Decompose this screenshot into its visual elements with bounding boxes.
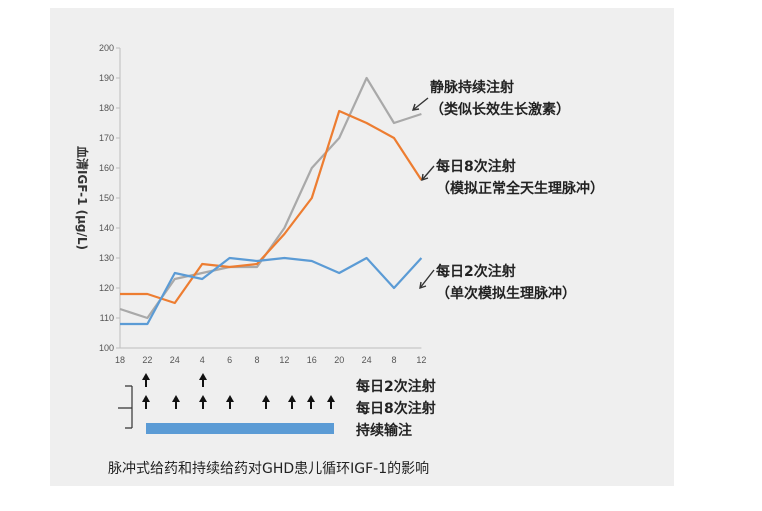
x-tick-label: 16 bbox=[307, 355, 317, 365]
y-tick-label: 170 bbox=[99, 133, 114, 143]
x-tick-label: 12 bbox=[416, 355, 426, 365]
arrowhead-iv bbox=[411, 103, 420, 111]
infusion-bar bbox=[146, 423, 334, 434]
schedule-arrow-8x bbox=[142, 395, 150, 409]
y-tick-label: 100 bbox=[99, 343, 114, 353]
series-line-1 bbox=[120, 109, 423, 305]
schedule-arrow-2x bbox=[199, 373, 207, 387]
legend-8x-daily: 每日8次注射 bbox=[436, 158, 516, 175]
x-tick-label: 18 bbox=[115, 355, 125, 365]
schedule-arrow-8x bbox=[288, 395, 296, 409]
y-tick-label: 130 bbox=[99, 253, 114, 263]
y-tick-label: 180 bbox=[99, 103, 114, 113]
schedule-arrow-2x bbox=[142, 373, 150, 387]
legend-iv-continuous-note: （类似长效生长激素） bbox=[430, 101, 570, 118]
x-tick-label: 22 bbox=[142, 355, 152, 365]
x-tick-label: 8 bbox=[254, 355, 259, 365]
schedule-arrow-8x bbox=[327, 395, 335, 409]
schedule-arrow-8x bbox=[307, 395, 315, 409]
y-axis-label: 血清IGF-1 (μg/L) bbox=[75, 146, 90, 250]
arrow-iv bbox=[412, 97, 429, 111]
x-tick-label: 8 bbox=[391, 355, 396, 365]
arrow-2x bbox=[419, 269, 435, 289]
legend-8x-daily-note: （模拟正常全天生理脉冲） bbox=[436, 180, 604, 197]
y-tick-label: 120 bbox=[99, 283, 114, 293]
arrow-8x bbox=[421, 165, 435, 181]
x-tick-label: 20 bbox=[334, 355, 344, 365]
y-tick-label: 190 bbox=[99, 73, 114, 83]
x-tick-label: 6 bbox=[227, 355, 232, 365]
annotation-arrows bbox=[411, 97, 435, 290]
figure-caption: 脉冲式给药和持续给药对GHD患儿循环IGF-1的影响 bbox=[108, 460, 429, 477]
x-tick-label: 12 bbox=[279, 355, 289, 365]
schedule-label-2x: 每日2次注射 bbox=[356, 378, 436, 395]
y-tick-label: 160 bbox=[99, 163, 114, 173]
schedule-arrow-8x bbox=[199, 395, 207, 409]
legend-iv-continuous: 静脉持续注射 bbox=[430, 79, 514, 96]
series-line-2 bbox=[120, 256, 423, 326]
legend-2x-daily: 每日2次注射 bbox=[436, 263, 516, 280]
arrowhead-2x bbox=[419, 281, 427, 290]
arrowhead-8x bbox=[421, 173, 429, 182]
schedule-bracket bbox=[118, 385, 133, 429]
x-tick-label: 24 bbox=[170, 355, 180, 365]
schedule-arrow-8x bbox=[262, 395, 270, 409]
x-tick-label: 4 bbox=[200, 355, 205, 365]
schedule-label-infusion: 持续输注 bbox=[356, 422, 412, 439]
schedule-arrow-8x bbox=[226, 395, 234, 409]
series-line-0 bbox=[119, 76, 422, 320]
y-tick-label: 150 bbox=[99, 193, 114, 203]
x-tick-label: 24 bbox=[362, 355, 372, 365]
y-tick-label: 200 bbox=[99, 43, 114, 53]
y-tick-label: 110 bbox=[100, 313, 114, 323]
y-tick-label: 140 bbox=[99, 223, 114, 233]
schedule-label-8x: 每日8次注射 bbox=[356, 400, 436, 417]
legend-2x-daily-note: （单次模拟生理脉冲） bbox=[436, 285, 576, 302]
schedule-arrow-8x bbox=[172, 395, 180, 409]
